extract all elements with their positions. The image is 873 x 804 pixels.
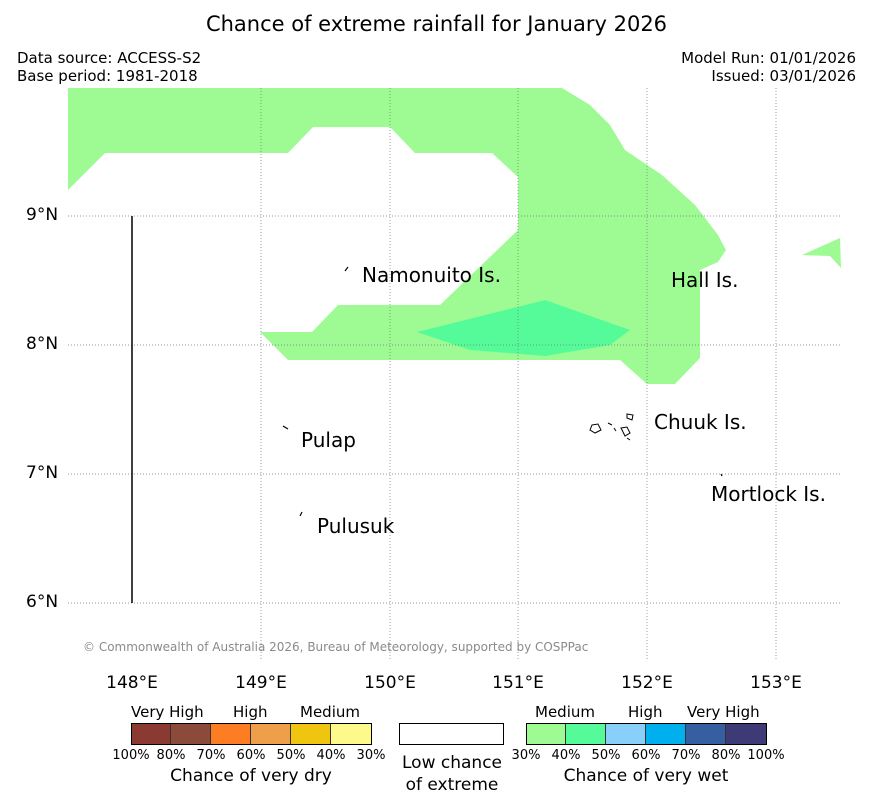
wet-header-high: High [628, 703, 663, 721]
wet-tick: 50% [591, 748, 621, 763]
place-pulusuk: Pulusuk [317, 514, 395, 538]
wet-tick: 60% [631, 748, 661, 763]
dry-tick: 50% [276, 748, 306, 763]
dry-header-very-high: Very High [131, 703, 204, 721]
place-hall: Hall Is. [671, 268, 739, 292]
lat-label-8n: 8°N [26, 334, 59, 354]
lon-label-151e: 151°E [492, 673, 544, 693]
wet-tick: 70% [671, 748, 701, 763]
copyright-notice: © Commonwealth of Australia 2026, Bureau… [83, 640, 589, 654]
wet-tick: 30% [511, 748, 541, 763]
base-period: Base period: 1981-2018 [17, 67, 198, 85]
wet-swatch [526, 723, 566, 745]
wet-swatch [566, 723, 606, 745]
dry-swatch [291, 723, 331, 745]
wet-30-40-region-east [802, 238, 841, 268]
low-chance-swatch [399, 723, 504, 745]
dry-swatch [211, 723, 251, 745]
wet-legend-title: Chance of very wet [563, 766, 729, 786]
dry-tick: 70% [196, 748, 226, 763]
place-namonuito: Namonuito Is. [362, 263, 501, 287]
dry-tick: 60% [236, 748, 266, 763]
mortlock-island-mark [720, 473, 723, 477]
wet-swatch [606, 723, 646, 745]
dry-tick: 80% [156, 748, 186, 763]
graticule [68, 88, 841, 660]
dry-swatch [171, 723, 211, 745]
wet-swatch [726, 723, 766, 745]
lon-label-148e: 148°E [106, 673, 158, 693]
dry-swatch [251, 723, 291, 745]
namonuito-island-mark [344, 266, 349, 272]
wet-header-medium: Medium [535, 703, 595, 721]
wet-tick: 40% [551, 748, 581, 763]
dry-tick: 40% [316, 748, 346, 763]
wet-colorbar-frame [526, 723, 767, 745]
dry-swatch [331, 723, 371, 745]
dry-legend-title: Chance of very dry [170, 766, 332, 786]
pulap-island-mark [282, 425, 289, 430]
place-chuuk: Chuuk Is. [654, 410, 747, 434]
lon-label-149e: 149°E [235, 673, 287, 693]
lat-label-9n: 9°N [26, 205, 59, 225]
place-mortlock: Mortlock Is. [711, 482, 826, 506]
chuuk-island-marks [589, 413, 634, 441]
lat-label-7n: 7°N [26, 463, 59, 483]
meta-left: Data source: ACCESS-S2 Base period: 1981… [17, 49, 201, 85]
dry-swatch [131, 723, 171, 745]
data-source: Data source: ACCESS-S2 [17, 49, 202, 67]
lon-label-152e: 152°E [621, 673, 673, 693]
place-pulap: Pulap [301, 428, 356, 452]
model-run: Model Run: 01/01/2026 [681, 49, 856, 67]
dry-tick: 30% [356, 748, 386, 763]
low-chance-label: Low chance of extreme [392, 752, 512, 796]
pulusuk-island-mark [299, 511, 303, 517]
wet-header-very-high: Very High [687, 703, 760, 721]
lon-label-150e: 150°E [364, 673, 416, 693]
meta-right: Model Run: 01/01/2026 Issued: 03/01/2026 [681, 49, 856, 85]
wet-swatch [646, 723, 686, 745]
dry-colorbar-frame [131, 723, 372, 745]
map-title: Chance of extreme rainfall for January 2… [205, 12, 668, 36]
dry-header-medium: Medium [300, 703, 360, 721]
low-chance-line2: of extreme [405, 775, 499, 795]
wet-tick: 100% [747, 748, 785, 763]
issued-date: Issued: 03/01/2026 [711, 67, 856, 85]
dry-header-high: High [233, 703, 268, 721]
wet-swatch [686, 723, 726, 745]
wet-40-50-region [417, 300, 630, 356]
lat-label-6n: 6°N [26, 592, 59, 612]
lon-label-153e: 153°E [750, 673, 802, 693]
dry-tick: 100% [112, 748, 150, 763]
wet-30-40-region-main [68, 88, 726, 384]
wet-tick: 80% [711, 748, 741, 763]
low-chance-line1: Low chance [402, 753, 502, 773]
